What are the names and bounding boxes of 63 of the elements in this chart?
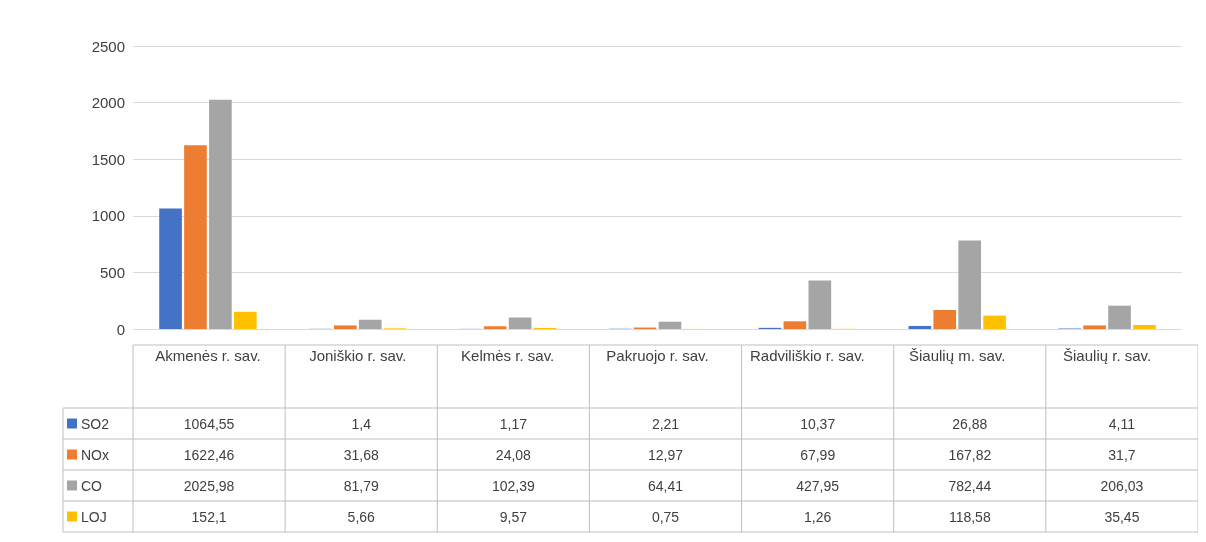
data-label: 152,1 bbox=[191, 508, 227, 525]
data-label: 427,95 bbox=[796, 477, 840, 494]
data-label: 10,37 bbox=[800, 415, 836, 432]
y-tick-label: 0 bbox=[116, 320, 125, 338]
data-label: 31,68 bbox=[343, 446, 379, 463]
data-label: 1622,46 bbox=[183, 446, 235, 463]
data-label: 167,82 bbox=[948, 446, 992, 463]
x-tick-label: Akmenės r. sav. bbox=[155, 346, 261, 364]
legend-label: LOJ bbox=[81, 508, 107, 525]
legend-label: NOx bbox=[81, 446, 109, 463]
data-label: 1,4 bbox=[351, 415, 372, 432]
y-tick-label: 2500 bbox=[91, 37, 125, 55]
bar bbox=[808, 280, 832, 329]
bar bbox=[508, 317, 532, 329]
bar bbox=[1133, 324, 1156, 329]
bar bbox=[483, 326, 507, 329]
x-tick-label: Šiaulių m. sav. bbox=[909, 346, 1006, 364]
bar bbox=[184, 145, 207, 329]
data-label: 782,44 bbox=[948, 477, 992, 494]
data-label: 81,79 bbox=[343, 477, 379, 494]
x-tick-label: Kelmės r. sav. bbox=[461, 346, 555, 364]
bar bbox=[908, 325, 932, 329]
bar bbox=[958, 240, 981, 329]
bar bbox=[233, 311, 257, 329]
bar bbox=[334, 325, 357, 329]
bar bbox=[358, 319, 382, 329]
legend-label: SO2 bbox=[81, 415, 110, 432]
x-tick-label: Joniškio r. sav. bbox=[309, 346, 407, 364]
data-label: 102,39 bbox=[491, 477, 535, 494]
data-label: 2025,98 bbox=[183, 477, 235, 494]
bar bbox=[933, 310, 957, 329]
y-tick-label: 500 bbox=[99, 263, 125, 281]
x-tick-label: Šiaulių r. sav. bbox=[1063, 346, 1152, 364]
bar bbox=[1108, 305, 1131, 329]
data-label: 64,41 bbox=[647, 477, 684, 494]
bar bbox=[209, 99, 232, 329]
y-tick-label: 1000 bbox=[91, 207, 125, 225]
data-label: 67,99 bbox=[800, 446, 836, 463]
bar bbox=[983, 315, 1006, 329]
data-label: 1,26 bbox=[804, 508, 832, 525]
data-label: 1,17 bbox=[499, 415, 528, 432]
data-label: 9,57 bbox=[499, 508, 528, 525]
legend-label: CO bbox=[81, 477, 103, 494]
data-label: 24,08 bbox=[495, 446, 532, 463]
data-label: 26,88 bbox=[952, 415, 988, 432]
bar bbox=[159, 208, 182, 329]
data-label: 31,7 bbox=[1108, 446, 1136, 463]
data-label: 12,97 bbox=[647, 446, 684, 463]
x-tick-label: Radviliškio r. sav. bbox=[749, 346, 865, 364]
y-tick-label: 2000 bbox=[91, 94, 125, 112]
data-label: 0,75 bbox=[651, 508, 680, 525]
bar bbox=[783, 321, 807, 329]
data-label: 206,03 bbox=[1100, 477, 1144, 494]
bar bbox=[658, 321, 682, 329]
data-label: 5,66 bbox=[347, 508, 376, 525]
bar bbox=[1083, 325, 1106, 329]
data-label: 1064,55 bbox=[183, 415, 235, 432]
y-tick-label: 1500 bbox=[91, 150, 125, 168]
data-label: 2,21 bbox=[651, 415, 680, 432]
data-label: 118,58 bbox=[948, 508, 991, 525]
data-label: 35,45 bbox=[1104, 508, 1140, 525]
data-label: 4,11 bbox=[1108, 415, 1136, 432]
x-tick-label: Pakruojo r. sav. bbox=[606, 346, 709, 364]
